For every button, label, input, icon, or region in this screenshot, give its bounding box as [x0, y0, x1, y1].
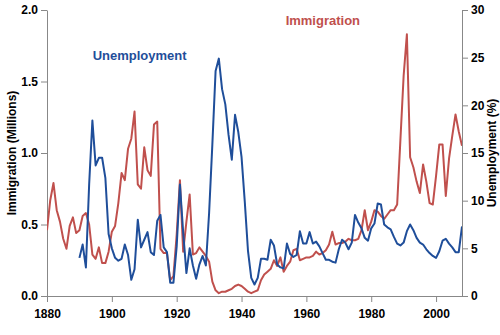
y2-axis-tick-label: 0: [471, 289, 478, 303]
y2-axis-tick-label: 5: [471, 242, 478, 256]
x-axis-tick: 1880: [34, 296, 61, 321]
y-axis-tick: 0.5: [21, 218, 47, 232]
y-axis-title: Immigration (Millions): [5, 91, 19, 216]
x-axis-tick-label: 2000: [423, 307, 450, 321]
x-axis-tick-mark: [177, 296, 178, 302]
x-axis-tick-mark: [112, 296, 113, 302]
y2-axis-tick-mark: [462, 58, 468, 59]
y-axis-tick-label: 0.0: [21, 289, 38, 303]
y2-axis-tick-mark: [462, 201, 468, 202]
y2-axis-tick-label: 30: [471, 3, 485, 17]
series-line: [79, 59, 462, 285]
x-axis-tick-label: 1900: [99, 307, 126, 321]
y-axis-tick-label: 0.5: [21, 218, 38, 232]
plot-area: [47, 34, 462, 293]
x-axis-tick-mark: [436, 296, 437, 302]
y2-axis-tick-mark: [462, 296, 468, 297]
x-axis-tick-mark: [371, 296, 372, 302]
y2-axis-tick: 10: [462, 194, 485, 208]
y2-axis-title: Unemployment (%): [485, 99, 499, 208]
series-line: [47, 34, 462, 293]
series-label: Unemployment: [93, 48, 188, 63]
y2-axis-tick: 0: [462, 289, 478, 303]
y2-axis-tick-label: 25: [471, 51, 485, 65]
y-axis-tick: 1.5: [21, 75, 47, 89]
y-axis-tick-mark: [41, 82, 47, 83]
y2-axis-tick-mark: [462, 248, 468, 249]
x-axis-tick: 1960: [294, 296, 321, 321]
x-axis-tick: 1980: [358, 296, 385, 321]
x-axis-tick-mark: [306, 296, 307, 302]
x-axis-tick: 1940: [229, 296, 256, 321]
y-axis: 0.0 0.5 1.0 1.5 2.0: [21, 3, 47, 303]
x-axis-tick-mark: [242, 296, 243, 302]
x-axis-tick: 1920: [164, 296, 191, 321]
y2-axis-tick-label: 10: [471, 194, 485, 208]
y2-axis-tick: 30: [462, 3, 485, 17]
y-axis-tick: 1.0: [21, 146, 47, 160]
x-axis: 1880 1900 1920 1940 1960 1980 2000: [34, 296, 462, 321]
y2-axis-tick: 20: [462, 99, 485, 113]
y2-axis-tick: 15: [462, 146, 485, 160]
y2-axis-tick-label: 15: [471, 146, 485, 160]
x-axis-tick-label: 1960: [294, 307, 321, 321]
y-axis-tick-label: 2.0: [21, 3, 38, 17]
x-axis-tick-label: 1920: [164, 307, 191, 321]
chart: 1880 1900 1920 1940 1960 1980 2000 0.0 0.5 1.0 1.5…: [0, 0, 500, 335]
x-axis-tick: 1900: [99, 296, 126, 321]
y-axis-tick: 0.0: [21, 289, 47, 303]
series-label: Immigration: [286, 13, 360, 28]
x-axis-tick-label: 1980: [358, 307, 385, 321]
y-axis-tick-mark: [41, 153, 47, 154]
y-axis-tick-mark: [41, 296, 47, 297]
y2-axis-tick-mark: [462, 10, 468, 11]
y-axis-tick-mark: [41, 225, 47, 226]
x-axis-tick-mark: [47, 296, 48, 302]
x-axis-tick: 2000: [423, 296, 450, 321]
x-axis-line: [48, 296, 463, 297]
y2-axis-tick-mark: [462, 153, 468, 154]
y-axis-tick: 2.0: [21, 3, 47, 17]
y2-axis-tick: 5: [462, 242, 478, 256]
y2-axis: 0 5 10 15 20 25 30: [462, 3, 485, 303]
y2-axis-tick: 25: [462, 51, 485, 65]
y-axis-tick-label: 1.0: [21, 146, 38, 160]
y-axis-tick-label: 1.5: [21, 75, 38, 89]
y-axis-tick-mark: [41, 10, 47, 11]
y-axis-line: [47, 11, 48, 297]
y2-axis-tick-label: 20: [471, 99, 485, 113]
y2-axis-tick-mark: [462, 105, 468, 106]
x-axis-tick-label: 1940: [229, 307, 256, 321]
x-axis-tick-label: 1880: [34, 307, 61, 321]
